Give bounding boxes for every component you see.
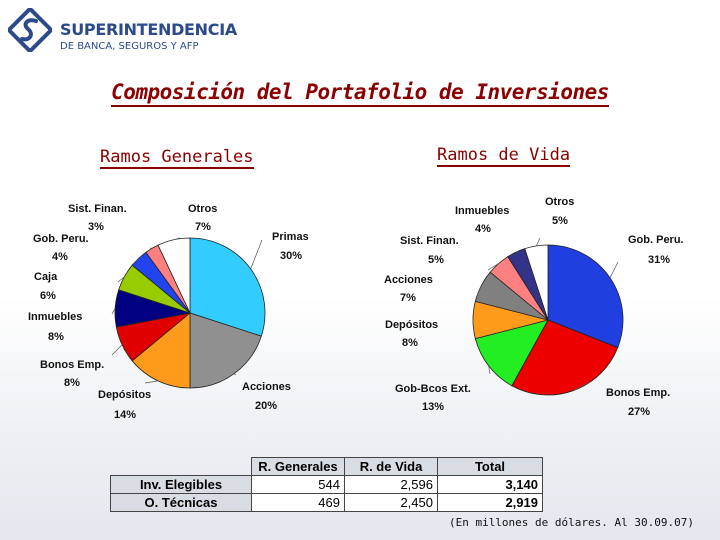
slice-value-label: 4%	[475, 223, 491, 235]
leader-line	[111, 308, 116, 315]
slice-label: Acciones	[242, 381, 291, 393]
pie-slice	[524, 244, 549, 321]
slice-value-label: 14%	[114, 409, 136, 421]
pie-slice	[474, 319, 549, 387]
leader-line	[475, 285, 482, 299]
table-cell: 2,450	[344, 493, 438, 512]
slice-label: Caja	[34, 271, 58, 283]
slice-label: Gob. Peru.	[628, 234, 684, 246]
row-label: Inv. Elegibles	[110, 475, 252, 494]
leader-line	[250, 239, 263, 270]
slice-label: Inmuebles	[455, 205, 509, 217]
slice-value-label: 13%	[422, 401, 444, 413]
slice-value-label: 30%	[280, 250, 302, 262]
slice-value-label: 3%	[88, 221, 104, 233]
leader-line	[609, 261, 619, 278]
table-header: R. Generales	[251, 457, 345, 476]
footnote: (En millones de dólares. Al 30.09.07)	[448, 516, 694, 529]
table-cell: 469	[251, 493, 345, 512]
page-title: Composición del Portafolio de Inversione…	[0, 80, 720, 107]
leader-line	[488, 365, 491, 375]
slice-value-label: 7%	[195, 221, 211, 233]
pie-slice	[547, 244, 624, 349]
slice-value-label: 6%	[40, 290, 56, 302]
slice-value-label: 5%	[428, 254, 444, 266]
table-header-row: R. Generales R. de Vida Total	[111, 457, 543, 476]
superintendencia-logo-icon	[8, 8, 52, 52]
table-cell: 2,919	[437, 493, 543, 512]
slice-label: Gob-Bcos Ext.	[395, 383, 471, 395]
pie-slice	[189, 237, 266, 337]
logo-subtitle: DE BANCA, SEGUROS Y AFP	[60, 41, 199, 52]
slice-label: Acciones	[384, 274, 433, 286]
table-header: Total	[437, 457, 543, 476]
leader-line	[233, 373, 237, 376]
slice-label: Inmuebles	[28, 311, 82, 323]
chart-title-vida: Ramos de Vida	[437, 145, 571, 167]
slice-label: Depósitos	[98, 389, 151, 401]
slice-label: Bonos Emp.	[606, 387, 670, 399]
leader-line	[173, 237, 181, 241]
table-row: Inv. Elegibles 544 2,596 3,140	[110, 475, 543, 494]
slice-value-label: 5%	[552, 215, 568, 227]
row-label: O. Técnicas	[110, 493, 252, 512]
slice-value-label: 4%	[52, 251, 68, 263]
slice-label: Gob. Peru.	[33, 233, 89, 245]
leader-line	[573, 381, 591, 391]
leader-line	[535, 237, 541, 247]
table-header: R. de Vida	[344, 457, 438, 476]
slice-label: Sist. Finan.	[68, 203, 127, 215]
slice-value-label: 27%	[628, 406, 650, 418]
logo: SUPERINTENDENCIA DE BANCA, SEGUROS Y AFP	[8, 8, 237, 56]
slice-value-label: 8%	[402, 337, 418, 349]
pie-chart-generales: Primas 30% Acciones 20% Depósitos 14% Bonos Em…	[28, 203, 309, 421]
leader-line	[133, 258, 139, 264]
leader-line	[472, 319, 475, 333]
slice-label: Sist. Finan.	[400, 235, 459, 247]
slice-label: Bonos Emp.	[40, 359, 104, 371]
slice-value-label: 8%	[64, 377, 80, 389]
slice-label: Primas	[272, 231, 309, 243]
pie-slice	[189, 312, 262, 389]
summary-table: R. Generales R. de Vida Total Inv. Elegi…	[110, 457, 543, 512]
table-cell: 544	[251, 475, 345, 494]
leader-line	[487, 263, 499, 271]
leader-line	[144, 380, 159, 384]
leader-line	[117, 276, 125, 283]
table-row: O. Técnicas 469 2,450 2,919	[110, 493, 543, 512]
table-cell: 2,596	[344, 475, 438, 494]
slice-value-label: 7%	[400, 292, 416, 304]
slice-label: Depósitos	[385, 319, 438, 331]
slice-label: Otros	[545, 196, 574, 208]
slice-label: Otros	[188, 203, 217, 215]
slice-value-label: 20%	[255, 400, 277, 412]
slice-value-label: 8%	[48, 331, 64, 343]
logo-name: SUPERINTENDENCIA	[60, 20, 237, 39]
leader-line	[111, 344, 123, 356]
table-cell: 3,140	[437, 475, 543, 494]
pie-chart-vida: Gob. Peru. 31% Bonos Emp. 27% Gob-Bcos Ext. 1…	[384, 196, 684, 418]
slice-value-label: 31%	[648, 254, 670, 266]
chart-title-generales: Ramos Generales	[100, 147, 254, 169]
